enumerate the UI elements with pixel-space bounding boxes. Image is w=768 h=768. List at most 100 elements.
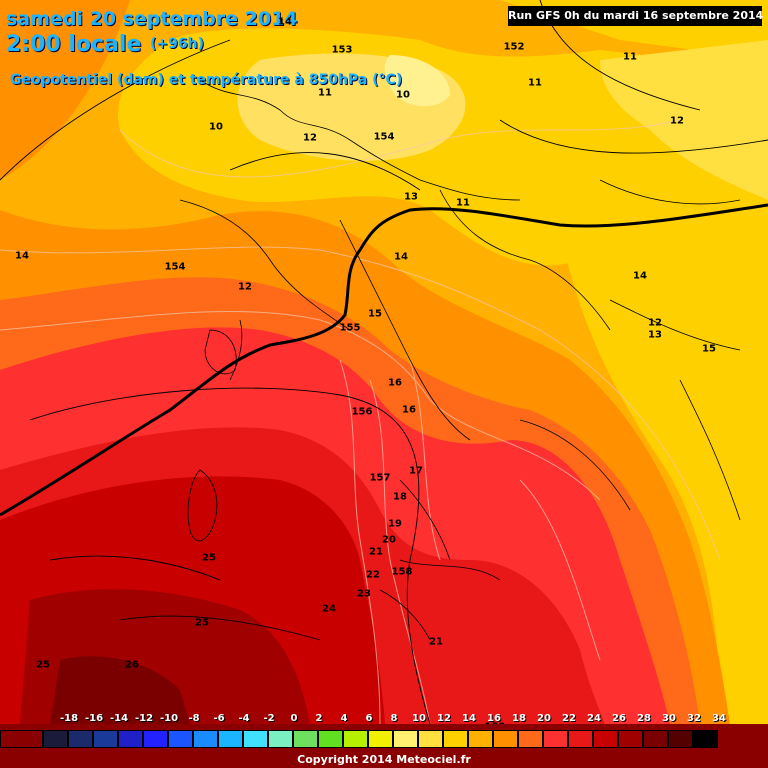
geopotential-label: 154 <box>164 261 186 273</box>
legend-swatch <box>693 730 718 748</box>
legend-value: 0 <box>290 713 298 724</box>
temperature-label: 13 <box>648 329 662 341</box>
temperature-label: 13 <box>404 191 418 203</box>
temperature-label: 11 <box>456 197 470 209</box>
temperature-label: 21 <box>369 546 383 558</box>
temperature-label: 14 <box>633 270 647 282</box>
legend-swatch <box>468 730 493 748</box>
legend-value: 26 <box>612 713 626 724</box>
legend-value: -4 <box>238 713 250 724</box>
legend-swatch <box>643 730 668 748</box>
legend-swatch <box>118 730 143 748</box>
copyright-text: Copyright 2014 Meteociel.fr <box>297 753 471 766</box>
geopotential-label: 154 <box>373 131 395 143</box>
geopotential-label: 157 <box>369 472 391 484</box>
temperature-label: 15 <box>368 308 382 320</box>
legend-swatch <box>43 730 68 748</box>
temperature-label: 25 <box>36 659 50 671</box>
temperature-label: 11 <box>528 77 542 89</box>
legend-swatch <box>368 730 393 748</box>
legend-swatch <box>393 730 418 748</box>
temperature-label: 16 <box>402 404 416 416</box>
legend-value: 14 <box>462 713 476 724</box>
legend-value: -12 <box>134 713 154 724</box>
legend-swatch <box>568 730 593 748</box>
legend-swatch <box>293 730 318 748</box>
geopotential-label: 156 <box>351 406 373 418</box>
parameter-description: Geopotentiel (dam) et température à 850h… <box>10 72 403 88</box>
temperature-label: 22 <box>366 569 380 581</box>
legend-value: 22 <box>562 713 576 724</box>
legend-swatch <box>193 730 218 748</box>
legend-value: -6 <box>213 713 225 724</box>
temperature-label: 23 <box>357 588 371 600</box>
legend-value: 20 <box>537 713 551 724</box>
legend-swatch <box>618 730 643 748</box>
temperature-label: 11 <box>318 87 332 99</box>
temperature-label: 15 <box>702 343 716 355</box>
legend-swatch <box>443 730 468 748</box>
legend-swatch <box>268 730 293 748</box>
temperature-label: 19 <box>388 518 402 530</box>
legend-value: 2 <box>315 713 323 724</box>
legend-swatch <box>593 730 618 748</box>
legend-value: -14 <box>109 713 129 724</box>
legend-swatch <box>218 730 243 748</box>
temperature-label: 18 <box>393 491 407 503</box>
temperature-label: 12 <box>238 281 252 293</box>
temperature-label: 17 <box>409 465 423 477</box>
legend-value: 32 <box>687 713 701 724</box>
legend-value: 10 <box>412 713 426 724</box>
legend-swatch <box>543 730 568 748</box>
forecast-time: 2:00 locale <box>6 32 142 57</box>
temperature-label: 10 <box>396 89 410 101</box>
legend-value: -16 <box>84 713 104 724</box>
temperature-label: 12 <box>648 317 662 329</box>
temperature-label: 12 <box>670 115 684 127</box>
legend-value: 4 <box>340 713 348 724</box>
legend-value: 12 <box>437 713 451 724</box>
geopotential-label: 155 <box>339 322 361 334</box>
legend-value: 6 <box>365 713 373 724</box>
geopotential-label: 158 <box>391 566 413 578</box>
temperature-label: 14 <box>278 16 292 28</box>
legend-value: 16 <box>487 713 501 724</box>
legend-swatch <box>518 730 543 748</box>
legend-swatch <box>493 730 518 748</box>
lead-time: (+96h) <box>150 36 204 52</box>
legend-value: -2 <box>263 713 275 724</box>
geopotential-label: 153 <box>331 44 353 56</box>
legend-swatch <box>418 730 443 748</box>
legend-swatches <box>0 730 768 750</box>
legend-swatch <box>668 730 693 748</box>
temperature-label: 25 <box>195 617 209 629</box>
legend-swatch <box>68 730 93 748</box>
legend-value: 28 <box>637 713 651 724</box>
legend-values: -18 -16 -14 -12 -10 -8 -6 -4 -2 0 2 4 6 8 10 12 14 16 18 20… <box>0 713 768 727</box>
temperature-label: 11 <box>623 51 637 63</box>
legend-value: 34 <box>712 713 726 724</box>
geopotential-label: 152 <box>503 41 525 53</box>
legend-swatch <box>168 730 193 748</box>
legend-value: 8 <box>390 713 398 724</box>
temperature-label: 16 <box>388 377 402 389</box>
temperature-label: 26 <box>125 659 139 671</box>
legend-swatch <box>243 730 268 748</box>
legend-swatch <box>93 730 118 748</box>
run-info-box: Run GFS 0h du mardi 16 septembre 2014 <box>508 6 763 26</box>
temperature-label: 25 <box>202 552 216 564</box>
temperature-label: 20 <box>382 534 396 546</box>
legend-value: 30 <box>662 713 676 724</box>
temperature-label: 24 <box>322 603 336 615</box>
legend-swatch <box>318 730 343 748</box>
temperature-label: 14 <box>394 251 408 263</box>
legend-value: 24 <box>587 713 601 724</box>
legend-swatch <box>143 730 168 748</box>
legend-value: -8 <box>188 713 200 724</box>
temperature-label: 12 <box>303 132 317 144</box>
legend-value: -18 <box>59 713 79 724</box>
legend-swatch <box>343 730 368 748</box>
legend-value: 18 <box>512 713 526 724</box>
